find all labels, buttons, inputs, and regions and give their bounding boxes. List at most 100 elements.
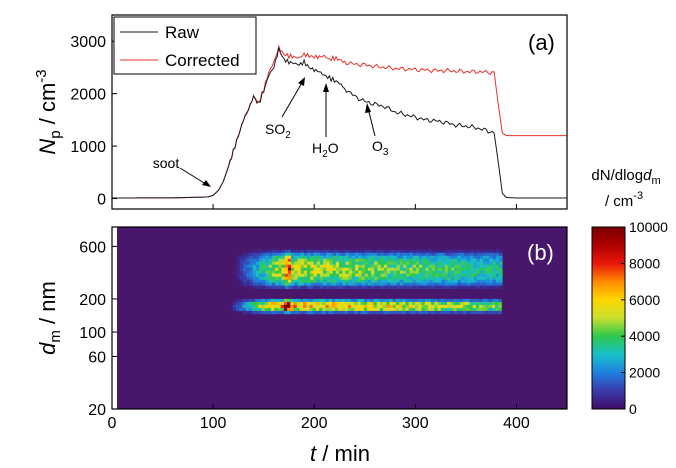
heatmap-cell [399,276,404,280]
heatmap-cell [399,310,403,315]
heatmap-cell [252,255,257,259]
heatmap-cell [380,267,385,271]
heatmap-cell [316,264,321,268]
heatmap-cell [255,307,259,312]
heatmap-cell [389,310,393,315]
heatmap-cell [361,273,365,277]
heatmap-cell [319,285,324,289]
heatmap-cell [472,301,477,306]
heatmap-cell [246,267,250,271]
heatmap-cell [294,276,298,280]
heatmap-cell [390,258,394,262]
heatmap-cell [396,282,401,286]
heatmap-cell [310,258,314,262]
heatmap-cell [342,258,346,262]
heatmap-cell [459,310,464,315]
heatmap-cell [268,273,273,277]
heatmap-cell [310,264,314,268]
heatmap-cell [335,270,340,274]
heatmap-cell [326,279,330,283]
heatmap-cell [395,298,400,303]
heatmap-cell [387,258,391,262]
heatmap-cell [428,270,433,274]
heatmap-cell [297,267,301,271]
heatmap-cell [332,285,337,289]
heatmap-cell [307,285,311,289]
heatmap-cell [459,304,464,309]
heatmap-cell [243,270,247,274]
heatmap-cell [303,279,308,283]
heatmap-cell [332,267,337,271]
heatmap-cell [342,252,346,256]
heatmap-cell [473,261,477,265]
heatmap-cell [281,276,285,280]
heatmap-cell [371,249,375,253]
heatmap-cell [399,258,404,262]
heatmap-cell [236,270,241,274]
heatmap-cell [415,264,420,268]
heatmap-cell [294,279,298,283]
heatmap-cell [447,279,452,283]
heatmap-cell [339,276,343,280]
heatmap-cell [389,298,393,303]
heatmap-cell [393,255,397,259]
heatmap-cell [473,258,477,262]
heatmap-cell [338,304,342,309]
heatmap-cell [300,279,305,283]
heatmap-cell [259,258,263,262]
heatmap-cell [402,301,406,306]
heatmap-cell [328,304,333,309]
heatmap-cell [358,279,362,283]
heatmap-cell [411,298,416,303]
heatmap-cell [387,255,391,259]
heatmap-cell [447,276,452,280]
heatmap-cell [275,249,279,253]
heatmap-cell [236,267,241,271]
heatmap-cell [267,301,272,306]
heatmap-cell [386,301,390,306]
heatmap-cell [361,264,365,268]
heatmap-cell [489,273,493,277]
heatmap-cell [294,273,298,277]
heatmap-cell [463,276,468,280]
heatmap-cell [287,267,292,271]
heatmap-cell [479,307,483,312]
heatmap-cell [396,273,401,277]
heatmap-cell [475,298,480,303]
heatmap-cell [415,258,420,262]
heatmap-cell [361,258,365,262]
heatmap-cell [268,255,273,259]
heatmap-cell [371,273,375,277]
heatmap-cell [345,261,349,265]
heatmap-cell [348,261,353,265]
heatmap-cell [444,249,449,253]
heatmap-cell [322,301,326,306]
heatmap-cell [463,264,468,268]
heatmap-cell [437,310,441,315]
heatmap-cell [386,304,390,309]
heatmap-cell [294,258,298,262]
heatmap-cell [435,261,439,265]
heatmap-cell [444,255,449,259]
heatmap-cell [306,310,310,315]
heatmap-cell [425,264,429,268]
heatmap-cell [367,282,372,286]
heatmap-cell [425,258,429,262]
heatmap-cell [297,279,301,283]
heatmap-cell [361,285,365,289]
heatmap-cell [406,276,410,280]
heatmap-cell [457,282,461,286]
heatmap-cell [488,310,493,315]
heatmap-cell [335,301,339,306]
heatmap-cell [303,310,307,315]
heatmap-cell [479,304,483,309]
heatmap-cell [440,298,445,303]
heatmap-cell [345,285,349,289]
heatmap-cell [351,279,356,283]
heatmap-cell [341,307,345,312]
panel-b-x-tick-label: 200 [301,415,328,432]
heatmap-cell [472,304,477,309]
heatmap-cell [431,270,436,274]
heatmap-cell [456,310,461,315]
heatmap-cell [287,252,292,256]
